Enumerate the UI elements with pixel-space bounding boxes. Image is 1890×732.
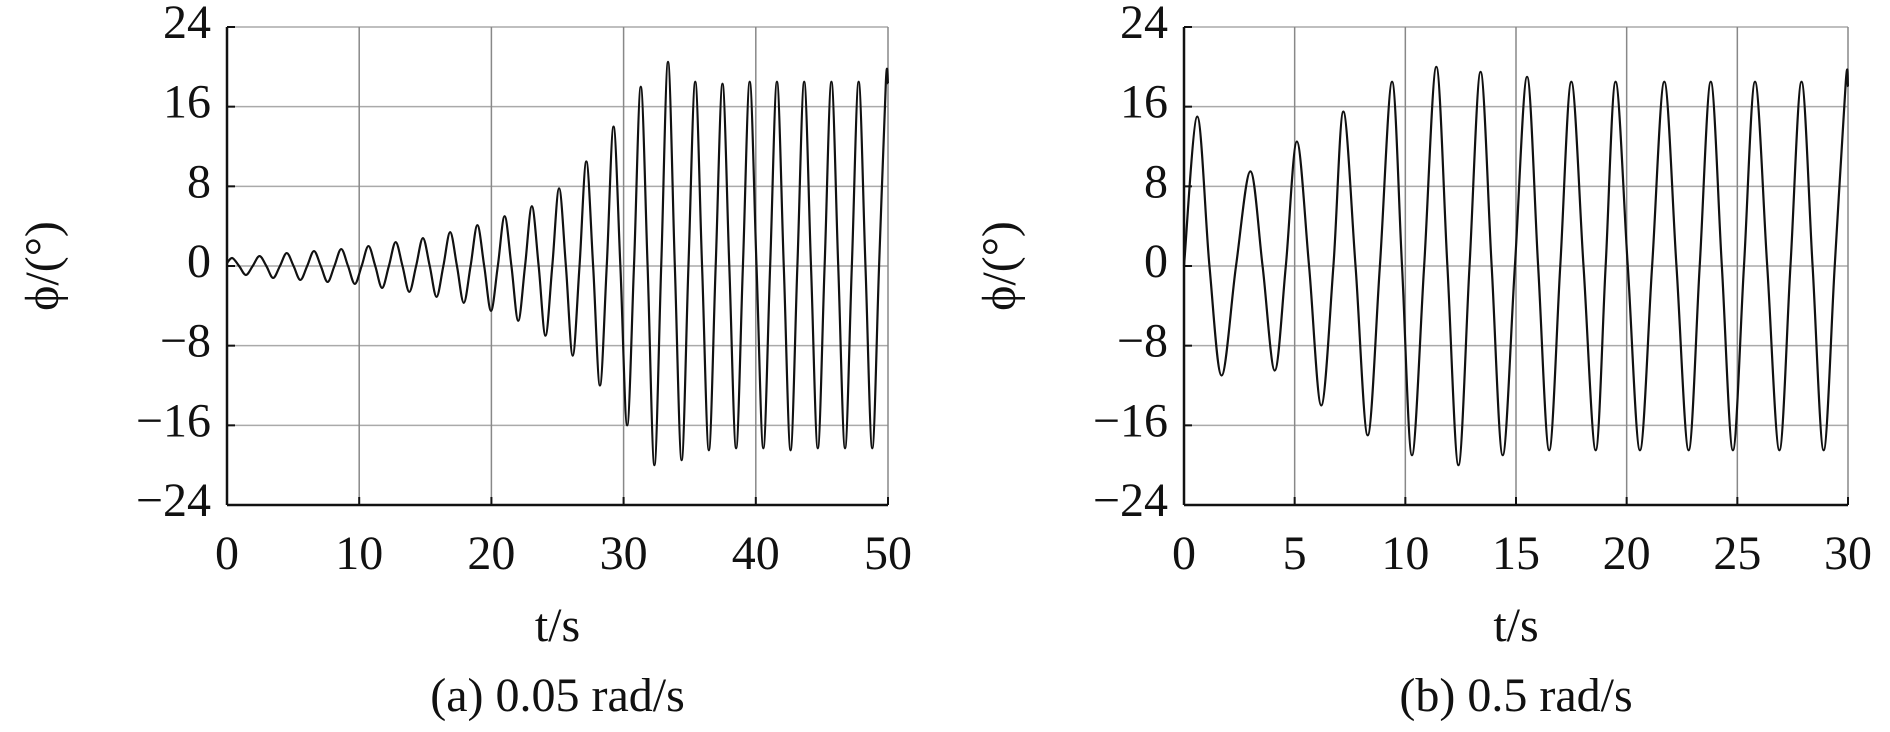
x-tick-label: 30 [600,527,648,580]
x-tick-label: 50 [864,527,912,580]
y-tick-label: 0 [1144,235,1168,288]
y-axis-label: ϕ/(°) [16,221,69,311]
x-tick-label: 0 [215,527,239,580]
x-tick-label: 40 [732,527,780,580]
caption: (b) 0.5 rad/s [1399,669,1632,722]
x-tick-label: 10 [335,527,383,580]
x-tick-label: 15 [1492,527,1540,580]
y-tick-label: −16 [136,394,211,447]
y-tick-label: 16 [1120,76,1168,129]
y-tick-label: −8 [1117,315,1168,368]
y-tick-label: −24 [1093,474,1168,527]
x-axis-label: t/s [1493,599,1538,652]
x-tick-label: 25 [1713,527,1761,580]
x-tick-label: 10 [1381,527,1429,580]
x-tick-label: 20 [467,527,515,580]
data-line [226,60,890,467]
x-tick-label: 0 [1172,527,1196,580]
y-tick-label: 8 [1144,155,1168,208]
x-tick-label: 5 [1283,527,1307,580]
y-tick-label: 8 [187,155,211,208]
x-tick-label: 20 [1603,527,1651,580]
y-tick-label: 24 [1120,0,1168,49]
data-line [1182,65,1850,467]
y-axis-label: ϕ/(°) [973,221,1026,311]
x-axis-label: t/s [535,599,580,652]
y-tick-label: −16 [1093,394,1168,447]
y-tick-label: −8 [160,315,211,368]
y-tick-label: 16 [163,76,211,129]
y-tick-label: −24 [136,474,211,527]
y-tick-label: 0 [187,235,211,288]
x-tick-label: 30 [1824,527,1872,580]
caption: (a) 0.05 rad/s [430,669,685,722]
y-tick-label: 24 [163,0,211,49]
